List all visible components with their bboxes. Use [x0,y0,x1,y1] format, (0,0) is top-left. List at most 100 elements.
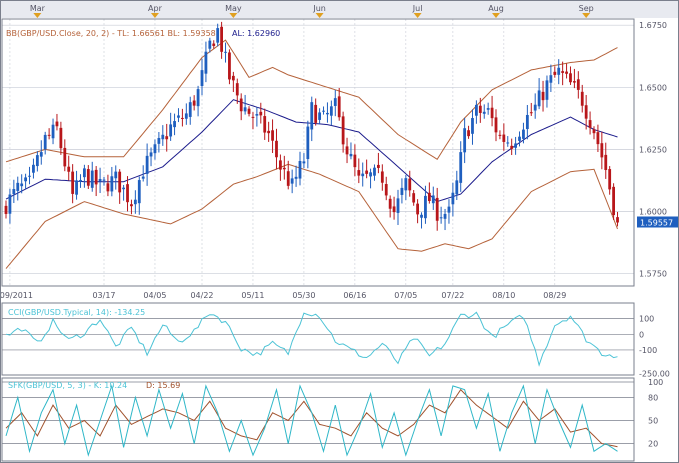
candle-body [67,166,71,172]
stoch-legend-d: D: 15.69 [146,381,180,390]
candle-body [51,124,55,139]
candle-body [149,152,153,157]
candle-body [604,154,608,171]
candle-body [55,121,59,127]
candle-body [208,40,212,49]
candle-body [137,180,141,204]
candle-body [32,164,35,173]
price-tick-label: 1.5750 [639,270,667,279]
candle-body [545,80,549,100]
candle-body [28,175,31,177]
candle-body [447,206,451,213]
month-label: Jul [412,4,423,13]
candle-body [251,116,255,118]
candle-body [569,73,572,83]
candle-body [204,51,208,74]
candle-body [118,171,122,193]
candle-body [47,134,51,136]
candle-body [553,71,557,75]
candle-body [467,130,470,137]
month-marker-icon [33,13,42,18]
candle-body [549,75,553,83]
candle-body [263,116,267,133]
month-marker-icon [492,13,500,18]
candle-body [200,70,204,87]
candle-body [498,134,502,136]
stoch-tick-label: 20 [648,440,658,449]
candle-body [369,172,372,177]
candle-body [514,143,517,148]
candle-body [396,198,400,213]
panel-frame [1,302,635,376]
month-label: May [225,4,242,13]
date-tick-label: 06/16 [343,291,366,300]
month-label: Mar [30,4,46,13]
candle-body [427,192,431,202]
candle-body [63,147,67,167]
candle-body [4,205,8,214]
candle-body [165,136,169,140]
cci-tick-label: 0 [639,330,644,339]
month-label: Aug [488,4,504,13]
candle-body [337,96,341,118]
month-marker-icon [229,13,238,18]
candle-body [43,134,47,150]
month-marker-icon [315,13,324,18]
candle-body [161,134,165,140]
candle-body [126,184,129,203]
candle-body [90,170,94,188]
candle-body [298,161,302,179]
price-tick-label: 1.6750 [639,21,667,30]
candle-body [533,104,537,111]
price-tick-label: 1.6250 [639,145,667,154]
date-tick-label: 04/05 [143,291,166,300]
candle-body [404,178,408,191]
cci-panel [2,303,634,375]
date-tick-label: 07/05 [394,291,417,300]
candle-body [224,51,227,53]
candle-body [576,79,580,90]
candle-body [169,124,173,137]
candle-body [83,168,86,178]
candle-body [181,117,184,119]
candle-body [561,71,565,73]
candle-body [326,112,329,115]
candle-body [282,167,286,170]
bb-lower-line [5,163,618,269]
candle-body [122,187,125,190]
candle-body [294,176,298,179]
candle-body [557,67,561,75]
date-tick-label: 04/22 [190,291,213,300]
candle-body [8,194,12,214]
candle-body [16,182,20,191]
candle-body [365,170,369,174]
candle-body [361,173,365,177]
candle-body [231,75,235,81]
candle-body [177,115,180,118]
stoch-tick-label: 50 [648,417,658,426]
month-label: Jun [312,4,326,13]
candle-body [216,28,220,43]
price-tick-label: 1.6000 [639,207,667,216]
cci-tick-label: 100 [639,315,654,324]
candle-body [596,132,600,145]
date-tick-label: 03/17 [92,291,115,300]
stoch-legend: SFK(GBP/USD, 5, 3) - K: 10.24 [8,381,127,390]
date-tick-label: 07/22 [441,291,464,300]
date-tick-label: 08/29 [543,291,566,300]
panel-frame [1,18,635,287]
candle-body [490,107,494,119]
price-tick-label: 1.6500 [639,83,667,92]
candle-body [302,161,306,164]
cci-legend: CCI(GBP/USD.Typical, 14): -134.25 [8,308,145,317]
stoch-tick-label: 80 [648,393,658,402]
candle-body [39,152,43,157]
month-marker-icon [582,13,591,18]
candle-body [471,118,474,134]
candle-body [24,177,27,182]
candle-body [612,186,615,216]
candle-body [110,176,114,192]
candle-body [247,108,251,114]
candle-body [306,126,310,160]
